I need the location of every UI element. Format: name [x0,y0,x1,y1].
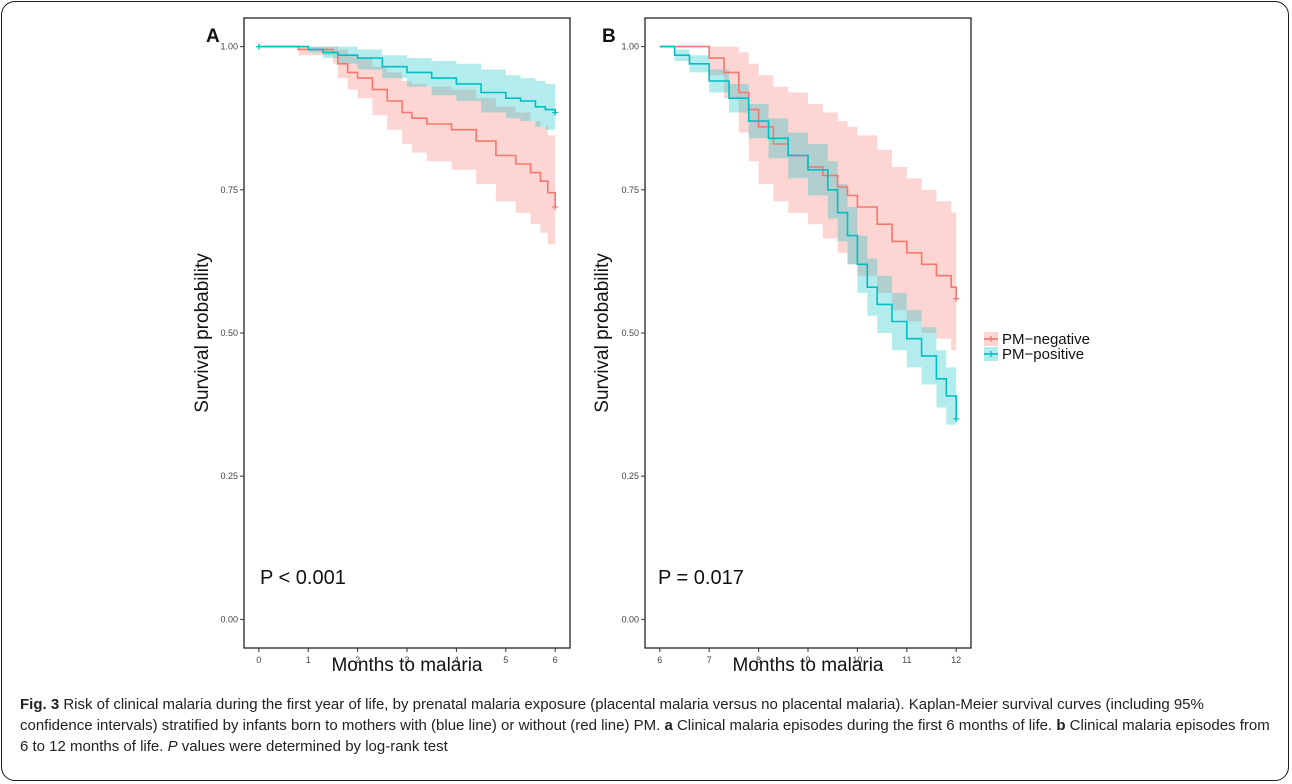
caption-b-label: b [1056,717,1066,734]
panel-a-x-axis-title: Months to malaria [331,655,482,676]
caption-fig-label: Fig. 3 [20,696,60,713]
panel-a-y-tick-label: 1.00 [220,42,238,52]
caption-a-label: a [664,717,673,734]
panel-b-y-tick-label: 1.00 [621,42,639,52]
panel-b-x-tick-label: 9 [805,655,810,665]
panel-b-censor-mark-negative [953,295,960,302]
panel-a-survival-line-negative [258,45,556,207]
caption-b-text: Clinical malaria episodes from 6 to 12 m… [20,717,1270,755]
panel-b-x-tick-label: 10 [852,655,862,665]
panel-a-y-tick-label: 0.75 [220,185,238,195]
panel-b-label: B [602,26,616,47]
panel-b-survival-line-positive [659,45,957,419]
panel-b-x-axis-title: Months to malaria [732,655,883,676]
panel-a-y-axis-title: Survival probability [192,253,213,413]
panel-a-y-tick-label: 0.25 [220,471,238,481]
legend-label: PM−positive [1002,346,1084,363]
panel-a-censor-mark-positive [552,109,559,116]
panel-a-x-tick-label: 1 [306,655,311,665]
panel-a-x-tick-label: 6 [553,655,558,665]
caption-a-text: Clinical malaria episodes during the fir… [672,717,1057,734]
panel-b-y-tick-label: 0.25 [621,471,639,481]
panel-b-censor-mark-positive [953,415,960,422]
panel-b-ci-band-negative [659,46,957,356]
panel-b-x-tick-label: 6 [657,655,662,665]
panel-b-y-tick-label: 0.50 [621,328,639,338]
panel-a-x-tick-label: 0 [256,655,261,665]
panel-a-censor-mark-negative [552,204,559,210]
panel-b-x-tick-label: 11 [902,655,911,665]
panel-a-survival-line-positive [258,45,556,113]
legend-label: PM−negative [1002,331,1090,348]
panel-b-survival-line-negative [659,45,957,299]
panel-b-p-value: P = 0.017 [658,567,744,589]
panel-a-x-tick-label: 5 [503,655,508,665]
panel-b-y-tick-label: 0.75 [621,185,639,195]
panel-a-x-tick-label: 4 [454,655,459,665]
panel-a-censor-mark-start [255,43,262,50]
panel-b-x-tick-label: 12 [951,655,961,665]
figure-caption: Fig. 3 Risk of clinical malaria during t… [20,694,1280,757]
caption-p-text: values were determined by log-rank test [177,738,448,755]
caption-text: Risk of clinical malaria during the firs… [20,696,1204,734]
panel-b-y-axis-title: Survival probability [592,253,613,413]
panel-a-ci-band-positive [258,46,556,133]
panel-b-x-tick-label: 8 [756,655,761,665]
panel-a-label: A [206,26,220,47]
panel-a-p-value: P < 0.001 [260,567,346,589]
panel-a-y-tick-label: 0.00 [220,614,238,624]
panel-a-y-tick-label: 0.50 [220,328,238,338]
panel-b-y-tick-label: 0.00 [621,614,639,624]
panel-b-x-tick-label: 7 [707,655,712,665]
panel-a-x-tick-label: 3 [404,655,409,665]
caption-p-label: P [167,738,178,755]
panel-a-x-tick-label: 2 [355,655,360,665]
